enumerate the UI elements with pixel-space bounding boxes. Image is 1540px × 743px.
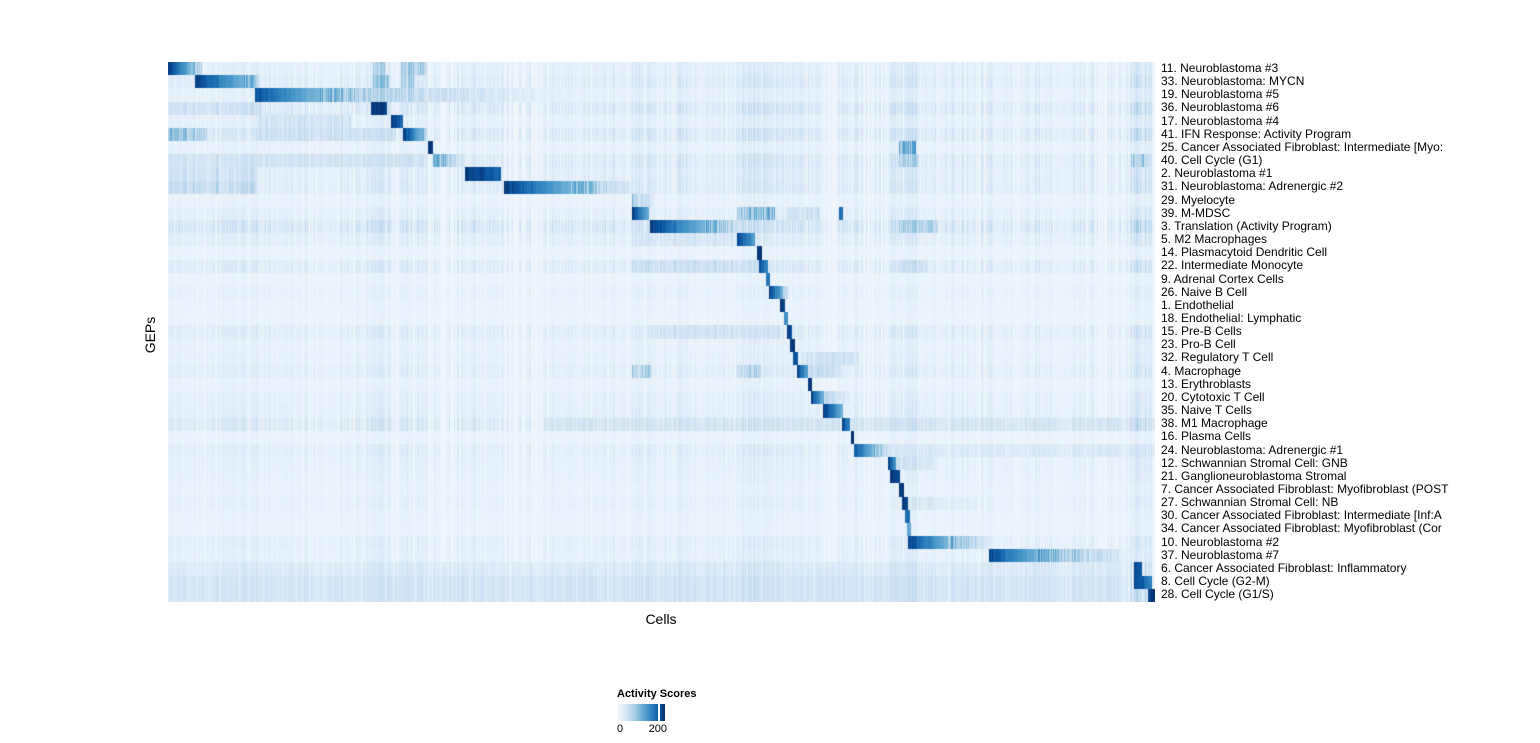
row-label: 18. Endothelial: Lymphatic: [1161, 311, 1302, 325]
row-label: 20. Cytotoxic T Cell: [1161, 390, 1265, 404]
row-label: 13. Erythroblasts: [1161, 377, 1252, 391]
row-label: 17. Neuroblastoma #4: [1161, 114, 1280, 128]
row-label: 25. Cancer Associated Fibroblast: Interm…: [1161, 140, 1444, 154]
row-label: 23. Pro-B Cell: [1161, 338, 1236, 352]
row-label: 12. Schwannian Stromal Cell: GNB: [1161, 456, 1348, 470]
row-label: 40. Cell Cycle (G1): [1161, 154, 1263, 168]
row-label: 7. Cancer Associated Fibroblast: Myofibr…: [1161, 483, 1449, 496]
row-labels-column: 11. Neuroblastoma #3 33. Neuroblastoma: M…: [1161, 62, 1540, 602]
legend-min-label: 0: [617, 723, 624, 735]
row-label: 30. Cancer Associated Fibroblast: Interm…: [1161, 509, 1442, 523]
legend: Activity Scores 0 200: [617, 688, 737, 736]
row-label: 2. Neuroblastoma #1: [1161, 167, 1273, 181]
row-label: 39. M-MDSC: [1161, 206, 1231, 220]
row-label: 37. Neuroblastoma #7: [1161, 548, 1280, 562]
row-label: 35. Naive T Cells: [1161, 404, 1252, 418]
row-label: 1. Endothelial: [1161, 298, 1234, 312]
row-label: 41. IFN Response: Activity Program: [1161, 127, 1352, 141]
row-label: 10. Neuroblastoma #2: [1161, 535, 1280, 549]
row-label: 19. Neuroblastoma #5: [1161, 88, 1280, 102]
row-label: 16. Plasma Cells: [1161, 430, 1252, 444]
row-label: 33. Neuroblastoma: MYCN: [1161, 75, 1305, 89]
row-label: 26. Naive B Cell: [1161, 285, 1248, 299]
row-label: 11. Neuroblastoma #3: [1161, 62, 1279, 75]
row-label: 4. Macrophage: [1161, 364, 1242, 378]
row-label: 38. M1 Macrophage: [1161, 417, 1268, 431]
row-label: 14. Plasmacytoid Dendritic Cell: [1161, 246, 1328, 260]
row-label: 28. Cell Cycle (G1/S): [1161, 588, 1274, 602]
row-label: 3. Translation (Activity Program): [1161, 219, 1332, 233]
row-label: 29. Myelocyte: [1161, 193, 1236, 207]
row-label: 31. Neuroblastoma: Adrenergic #2: [1161, 180, 1344, 194]
row-label: 27. Schwannian Stromal Cell: NB: [1161, 496, 1339, 510]
row-label: 32. Regulatory T Cell: [1161, 351, 1274, 365]
row-label: 34. Cancer Associated Fibroblast: Myofib…: [1161, 522, 1442, 536]
heatmap-canvas: [168, 62, 1155, 602]
row-label: 36. Neuroblastoma #6: [1161, 101, 1280, 115]
row-label: 21. Ganglioneuroblastoma Stromal: [1161, 469, 1347, 483]
row-label: 24. Neuroblastoma: Adrenergic #1: [1161, 443, 1344, 457]
legend-gradient-bar: [617, 704, 665, 721]
row-label: 8. Cell Cycle (G2-M): [1161, 575, 1270, 589]
legend-max-tick-label: 200: [648, 723, 667, 735]
row-label: 22. Intermediate Monocyte: [1161, 259, 1304, 273]
row-label: 9. Adrenal Cortex Cells: [1161, 272, 1284, 286]
legend-title: Activity Scores: [617, 688, 697, 700]
row-label: 6. Cancer Associated Fibroblast: Inflamm…: [1161, 561, 1407, 575]
legend-tick-mark: [657, 704, 660, 721]
legend-tick-labels: 0 200: [617, 723, 667, 736]
y-axis-label: GEPs: [142, 316, 158, 354]
row-label: 5. M2 Macrophages: [1161, 233, 1268, 247]
row-label: 15. Pre-B Cells: [1161, 325, 1242, 339]
x-axis-label: Cells: [645, 611, 677, 627]
